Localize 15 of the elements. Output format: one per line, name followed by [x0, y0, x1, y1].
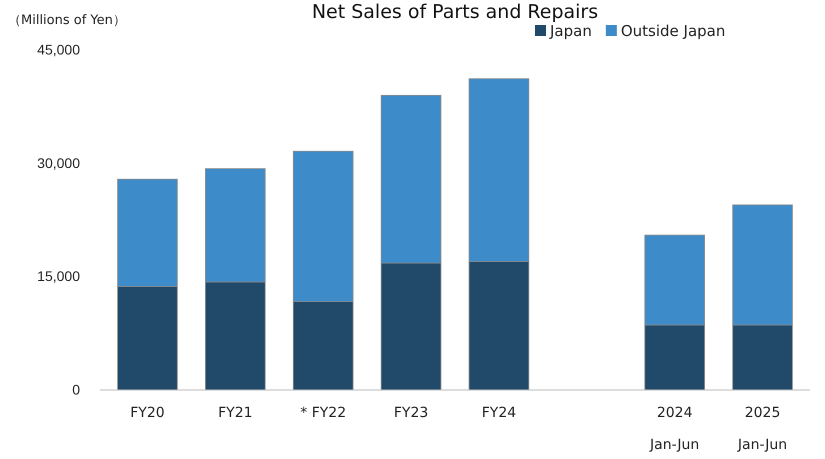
x-tick-label: FY20 — [130, 405, 165, 421]
x-tick-label: 2024 Jan-Jun — [649, 405, 700, 453]
x-tick-label: FY23 — [394, 405, 428, 421]
chart-title: Net Sales of Parts and Repairs — [312, 1, 598, 23]
y-tick-label: 45,000 — [37, 41, 80, 58]
y-tick-label: 30,000 — [37, 154, 80, 171]
legend-label: Japan — [549, 22, 592, 40]
x-tick-label: 2025 Jan-Jun — [736, 405, 788, 453]
y-tick-label: 0 — [72, 381, 80, 398]
x-tick-label: FY21 — [218, 405, 253, 421]
y-tick-label: 15,000 — [37, 268, 80, 284]
x-tick-label: FY24 — [482, 405, 516, 421]
y-axis-title: （Millions of Yen） — [8, 13, 126, 28]
x-tick-label: * FY22 — [300, 405, 346, 421]
legend-label: Outside Japan — [620, 22, 726, 40]
